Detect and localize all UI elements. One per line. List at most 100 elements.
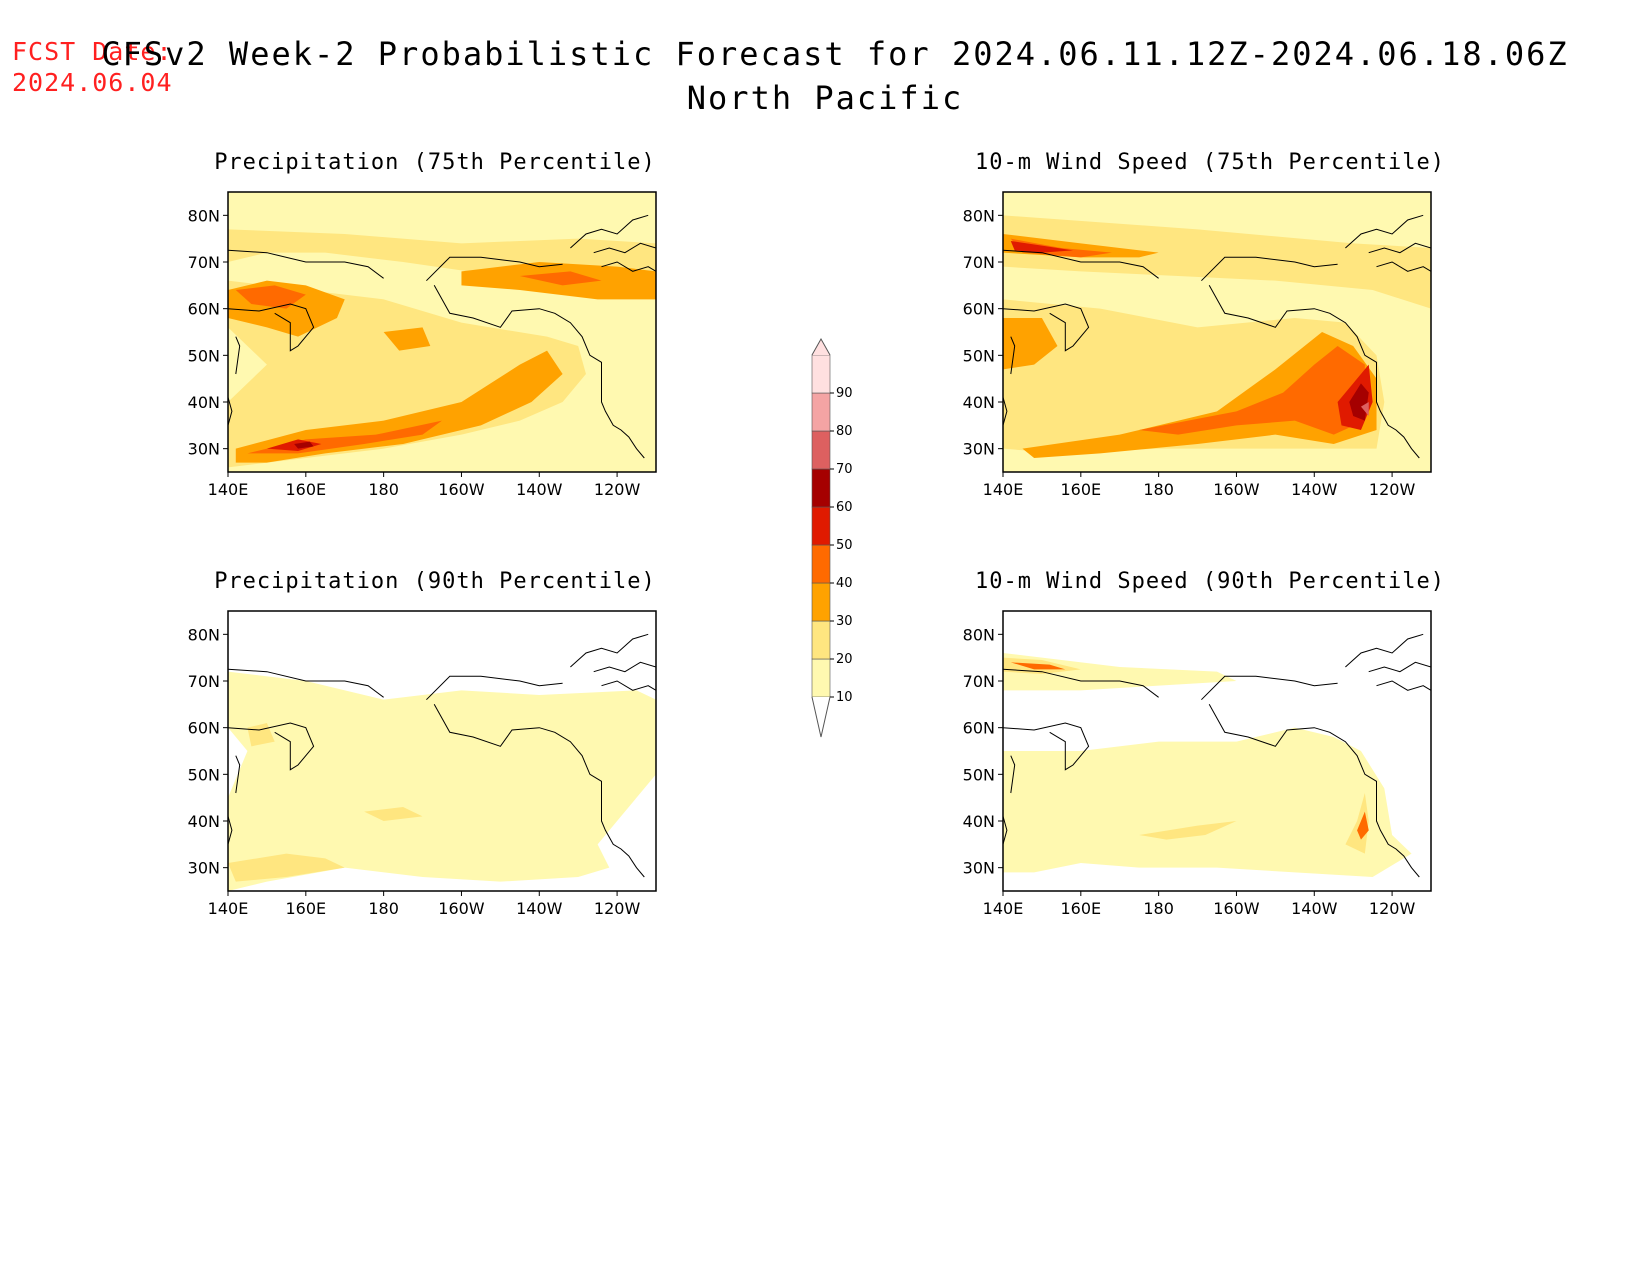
map-frame	[227, 191, 657, 473]
coastline	[601, 680, 656, 691]
probability-contour	[228, 671, 656, 891]
lat-tick-label: 50N	[188, 346, 220, 365]
map-panel-wind-90: 10-m Wind Speed (90th Percentile) 140E 16…	[955, 569, 1475, 939]
lat-tick-label: 50N	[188, 765, 220, 784]
colorbar-label: 60	[836, 500, 853, 515]
probability-contour	[1003, 653, 1237, 691]
lat-tick-label: 80N	[963, 625, 995, 644]
colorbar-swatch	[811, 468, 831, 508]
colorbar-label: 80	[836, 424, 853, 439]
lon-tick-label: 160E	[285, 899, 326, 918]
lat-tick-label: 40N	[188, 393, 220, 412]
lat-tick-label: 80N	[188, 206, 220, 225]
map-frame	[227, 610, 657, 892]
coastline	[1003, 249, 1159, 279]
colorbar: 10 20 30 40 50 60 70 80 90	[811, 337, 853, 738]
lat-tick-label: 40N	[963, 812, 995, 831]
lon-tick-label: 160E	[1060, 480, 1101, 499]
coastline	[1368, 661, 1431, 673]
probability-contour	[294, 441, 314, 449]
lat-tick-label: 30N	[963, 440, 995, 459]
lat-tick-label: 30N	[963, 859, 995, 878]
lon-tick-label: 160W	[438, 480, 485, 499]
probability-contour	[1010, 241, 1074, 253]
coastline	[1201, 256, 1338, 282]
lon-tick-label: 180	[1143, 480, 1174, 499]
coastline	[228, 668, 384, 698]
colorbar-swatch	[811, 430, 831, 470]
lon-tick-label: 140W	[516, 480, 563, 499]
probability-contour	[1349, 383, 1369, 421]
lon-tick-label: 140W	[1291, 480, 1338, 499]
probability-contour	[1357, 811, 1369, 840]
coastline	[235, 336, 241, 375]
map-panel-wind-75: 10-m Wind Speed (75th Percentile) 140E 16…	[955, 150, 1475, 520]
lon-tick-label: 160W	[1213, 899, 1260, 918]
colorbar-swatch	[811, 658, 831, 698]
probability-contour	[235, 285, 306, 309]
probability-contour	[228, 280, 586, 468]
colorbar-swatch	[811, 620, 831, 660]
colorbar-label: 50	[836, 538, 853, 553]
lon-tick-label: 140W	[516, 899, 563, 918]
coastline	[1003, 668, 1159, 698]
lat-tick-label: 60N	[188, 719, 220, 738]
probability-contour	[1139, 346, 1365, 435]
coastline	[1201, 675, 1338, 701]
map-precip-75: 140E 160E 180 160W 140W 120W 80N 70N 60N 50N 40N 30…	[188, 191, 657, 499]
probability-contour	[228, 853, 345, 882]
coastline	[570, 633, 649, 668]
coastline	[1003, 816, 1008, 845]
coastline	[228, 249, 384, 279]
lat-tick-label: 30N	[188, 440, 220, 459]
coastline	[235, 755, 241, 794]
probability-contour	[1010, 662, 1066, 670]
lon-tick-label: 180	[368, 899, 399, 918]
map-frame	[1002, 610, 1432, 892]
coastline	[1003, 303, 1090, 352]
lat-tick-label: 40N	[963, 393, 995, 412]
lon-tick-label: 140E	[208, 480, 249, 499]
lon-tick-label: 120W	[1369, 480, 1416, 499]
coastline	[1345, 214, 1424, 249]
coastline	[1010, 755, 1016, 794]
lon-tick-label: 140W	[1291, 899, 1338, 918]
lon-tick-label: 180	[1143, 899, 1174, 918]
lat-tick-label: 80N	[963, 206, 995, 225]
lat-tick-label: 80N	[188, 625, 220, 644]
map-panel-precip-90: Precipitation (90th Percentile) 140E 160E…	[180, 569, 700, 939]
lon-tick-label: 120W	[594, 480, 641, 499]
lon-tick-label: 160E	[1060, 899, 1101, 918]
probability-contour	[364, 807, 423, 821]
probability-contour	[1003, 215, 1431, 309]
coastline	[593, 661, 656, 673]
coastline	[228, 816, 233, 845]
coastline	[601, 261, 656, 272]
probability-contour	[1003, 727, 1412, 877]
lon-tick-label: 120W	[594, 899, 641, 918]
lat-tick-label: 40N	[188, 812, 220, 831]
map-wind-90: 140E 160E 180 160W 140W 120W 80N 70N 60N 50N 40N 30…	[963, 610, 1432, 918]
colorbar-label: 20	[836, 652, 853, 667]
lon-tick-label: 180	[368, 480, 399, 499]
coastline	[426, 256, 563, 282]
coastline	[1208, 285, 1420, 459]
coastline	[1003, 397, 1008, 426]
panel-title: 10-m Wind Speed (75th Percentile)	[974, 150, 1446, 175]
coastline	[593, 242, 656, 254]
lat-tick-label: 50N	[963, 765, 995, 784]
probability-contour	[247, 723, 275, 747]
lon-tick-label: 140E	[983, 899, 1024, 918]
coastline	[228, 722, 315, 771]
probability-contour	[1022, 332, 1377, 458]
lat-tick-label: 70N	[963, 253, 995, 272]
probability-contour	[383, 327, 431, 351]
lat-tick-label: 60N	[188, 300, 220, 319]
colorbar-label: 30	[836, 614, 853, 629]
coastline	[570, 214, 649, 249]
coastline	[433, 285, 645, 459]
coastline	[433, 704, 645, 878]
lon-tick-label: 160W	[438, 899, 485, 918]
main-title: CFSv2 Week-2 Probabilistic Forecast for …	[101, 35, 1569, 73]
coastline	[1368, 242, 1431, 254]
